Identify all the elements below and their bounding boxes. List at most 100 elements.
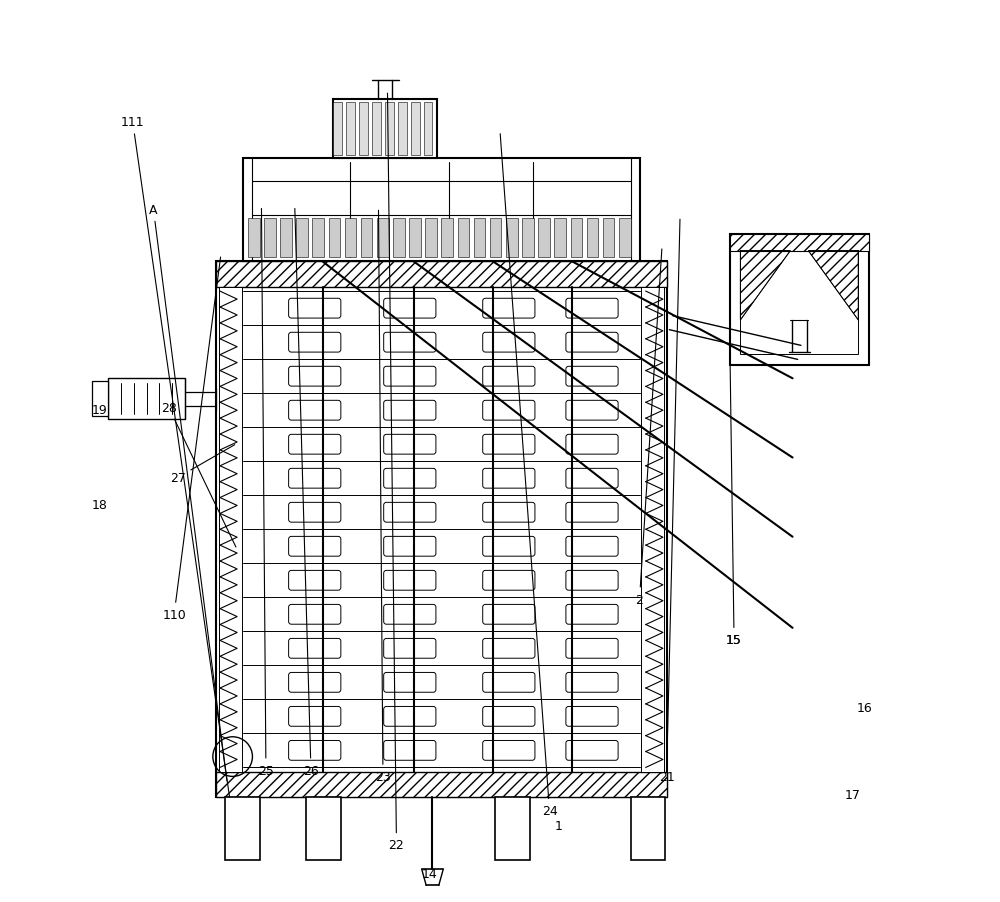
FancyBboxPatch shape bbox=[566, 400, 618, 420]
FancyBboxPatch shape bbox=[384, 502, 436, 522]
FancyBboxPatch shape bbox=[384, 400, 436, 420]
FancyBboxPatch shape bbox=[566, 571, 618, 591]
Text: 21: 21 bbox=[659, 220, 680, 783]
FancyBboxPatch shape bbox=[566, 537, 618, 557]
FancyBboxPatch shape bbox=[289, 673, 341, 693]
FancyBboxPatch shape bbox=[289, 469, 341, 489]
FancyBboxPatch shape bbox=[384, 604, 436, 624]
Text: A: A bbox=[149, 204, 227, 781]
Text: 19: 19 bbox=[92, 404, 107, 417]
Bar bbox=[495, 797, 530, 861]
Text: 15: 15 bbox=[726, 633, 742, 647]
Bar bbox=[92, 382, 108, 417]
Bar bbox=[424, 103, 432, 156]
FancyBboxPatch shape bbox=[483, 400, 535, 420]
FancyBboxPatch shape bbox=[483, 604, 535, 624]
Bar bbox=[372, 103, 381, 156]
FancyBboxPatch shape bbox=[566, 604, 618, 624]
Text: 24: 24 bbox=[500, 134, 557, 817]
FancyBboxPatch shape bbox=[289, 571, 341, 591]
Bar bbox=[458, 218, 469, 258]
Bar bbox=[216, 262, 667, 288]
FancyBboxPatch shape bbox=[289, 604, 341, 624]
FancyBboxPatch shape bbox=[289, 299, 341, 318]
FancyBboxPatch shape bbox=[289, 639, 341, 658]
Text: 26: 26 bbox=[295, 209, 319, 777]
Bar bbox=[641, 288, 664, 772]
FancyBboxPatch shape bbox=[566, 333, 618, 353]
Bar bbox=[538, 218, 550, 258]
Text: 18: 18 bbox=[91, 499, 107, 511]
FancyBboxPatch shape bbox=[289, 502, 341, 522]
Text: 15: 15 bbox=[726, 328, 742, 647]
Bar bbox=[306, 797, 341, 861]
FancyBboxPatch shape bbox=[384, 639, 436, 658]
Bar bbox=[219, 288, 242, 772]
FancyBboxPatch shape bbox=[384, 299, 436, 318]
Bar bbox=[571, 218, 582, 258]
Bar bbox=[506, 218, 518, 258]
Bar bbox=[361, 218, 372, 258]
Bar bbox=[359, 103, 368, 156]
FancyBboxPatch shape bbox=[289, 367, 341, 387]
Text: 27: 27 bbox=[170, 446, 235, 484]
FancyBboxPatch shape bbox=[566, 502, 618, 522]
FancyBboxPatch shape bbox=[566, 673, 618, 693]
FancyBboxPatch shape bbox=[566, 469, 618, 489]
FancyBboxPatch shape bbox=[289, 435, 341, 455]
Bar bbox=[264, 218, 276, 258]
FancyBboxPatch shape bbox=[566, 367, 618, 387]
Bar bbox=[216, 772, 667, 797]
Text: 17: 17 bbox=[845, 788, 861, 801]
Bar bbox=[296, 218, 308, 258]
Bar bbox=[522, 218, 534, 258]
Bar bbox=[377, 218, 389, 258]
FancyBboxPatch shape bbox=[483, 639, 535, 658]
Bar bbox=[346, 103, 355, 156]
FancyBboxPatch shape bbox=[483, 706, 535, 726]
FancyBboxPatch shape bbox=[384, 367, 436, 387]
Bar bbox=[587, 218, 598, 258]
Bar bbox=[474, 218, 485, 258]
FancyBboxPatch shape bbox=[483, 673, 535, 693]
Text: 25: 25 bbox=[258, 209, 274, 777]
Bar bbox=[730, 235, 869, 252]
FancyBboxPatch shape bbox=[483, 367, 535, 387]
FancyBboxPatch shape bbox=[289, 537, 341, 557]
Bar bbox=[248, 218, 260, 258]
Text: 110: 110 bbox=[162, 258, 221, 621]
FancyBboxPatch shape bbox=[384, 333, 436, 353]
Bar bbox=[333, 103, 342, 156]
Bar bbox=[108, 379, 185, 419]
Bar bbox=[730, 235, 869, 365]
Text: 16: 16 bbox=[857, 701, 872, 713]
Text: 23: 23 bbox=[375, 211, 391, 783]
Text: 28: 28 bbox=[161, 401, 236, 548]
Bar bbox=[312, 218, 324, 258]
FancyBboxPatch shape bbox=[566, 639, 618, 658]
Bar bbox=[329, 218, 340, 258]
Bar bbox=[280, 218, 292, 258]
FancyBboxPatch shape bbox=[566, 706, 618, 726]
FancyBboxPatch shape bbox=[384, 706, 436, 726]
FancyBboxPatch shape bbox=[483, 741, 535, 760]
FancyBboxPatch shape bbox=[566, 741, 618, 760]
Bar bbox=[441, 218, 453, 258]
Bar bbox=[740, 246, 858, 354]
FancyBboxPatch shape bbox=[384, 673, 436, 693]
FancyBboxPatch shape bbox=[483, 435, 535, 455]
Bar bbox=[425, 218, 437, 258]
FancyBboxPatch shape bbox=[566, 299, 618, 318]
Text: 1: 1 bbox=[555, 820, 562, 833]
Text: 111: 111 bbox=[121, 116, 230, 797]
FancyBboxPatch shape bbox=[384, 469, 436, 489]
FancyBboxPatch shape bbox=[384, 571, 436, 591]
Bar bbox=[225, 797, 260, 861]
Bar bbox=[385, 103, 394, 156]
Bar bbox=[554, 218, 566, 258]
FancyBboxPatch shape bbox=[384, 741, 436, 760]
Text: 14: 14 bbox=[422, 867, 438, 880]
Bar bbox=[393, 218, 405, 258]
Bar bbox=[490, 218, 501, 258]
FancyBboxPatch shape bbox=[483, 333, 535, 353]
